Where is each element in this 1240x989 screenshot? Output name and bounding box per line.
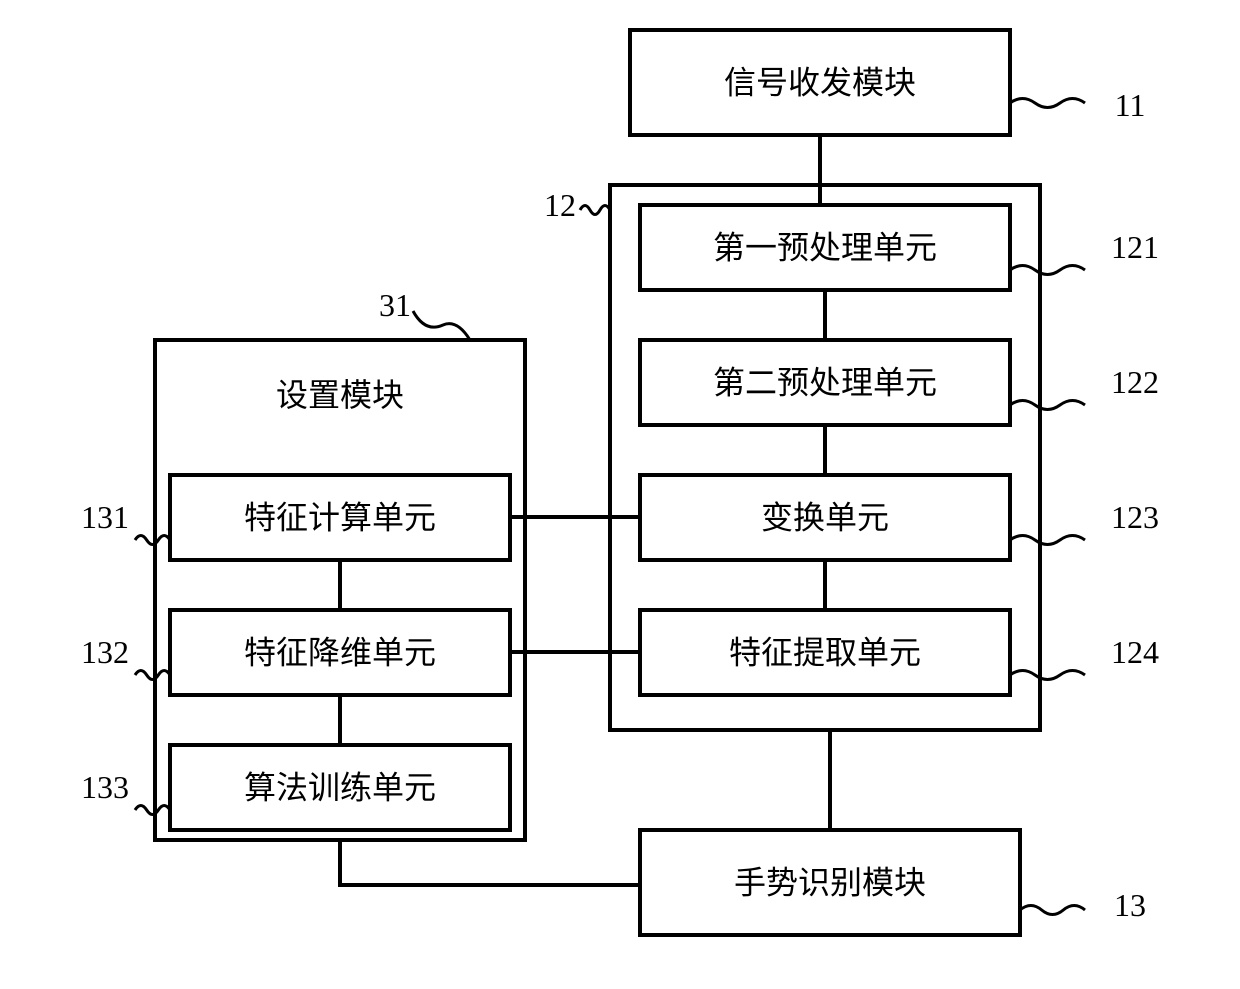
refnum-r12: 12 [544,187,576,223]
refnum-r132: 132 [81,634,129,670]
leader-r31 [413,311,470,340]
group-31-title: 设置模块 [276,377,404,413]
node-n131-label: 特征计算单元 [244,500,436,536]
refnum-r123: 123 [1111,499,1159,535]
refnum-r121: 121 [1111,229,1159,265]
refnum-r133: 133 [81,769,129,805]
node-n122-label: 第二预处理单元 [713,365,937,401]
leader-r11 [1010,99,1085,108]
node-n121-label: 第一预处理单元 [713,230,937,266]
refnum-r31: 31 [379,287,411,323]
node-n123-label: 变换单元 [761,500,889,536]
leader-r13 [1020,906,1085,915]
node-n13-label: 手势识别模块 [734,865,926,901]
node-n124-label: 特征提取单元 [729,635,921,671]
refnum-r11: 11 [1115,87,1146,123]
refnum-r13: 13 [1114,887,1146,923]
node-n11-label: 信号收发模块 [724,65,916,101]
refnum-r131: 131 [81,499,129,535]
connector-g31-n13 [340,840,640,885]
leader-r12 [580,206,610,215]
node-n133-label: 算法训练单元 [244,770,436,806]
refnum-r124: 124 [1111,634,1159,670]
node-n132-label: 特征降维单元 [244,635,436,671]
refnum-r122: 122 [1111,364,1159,400]
